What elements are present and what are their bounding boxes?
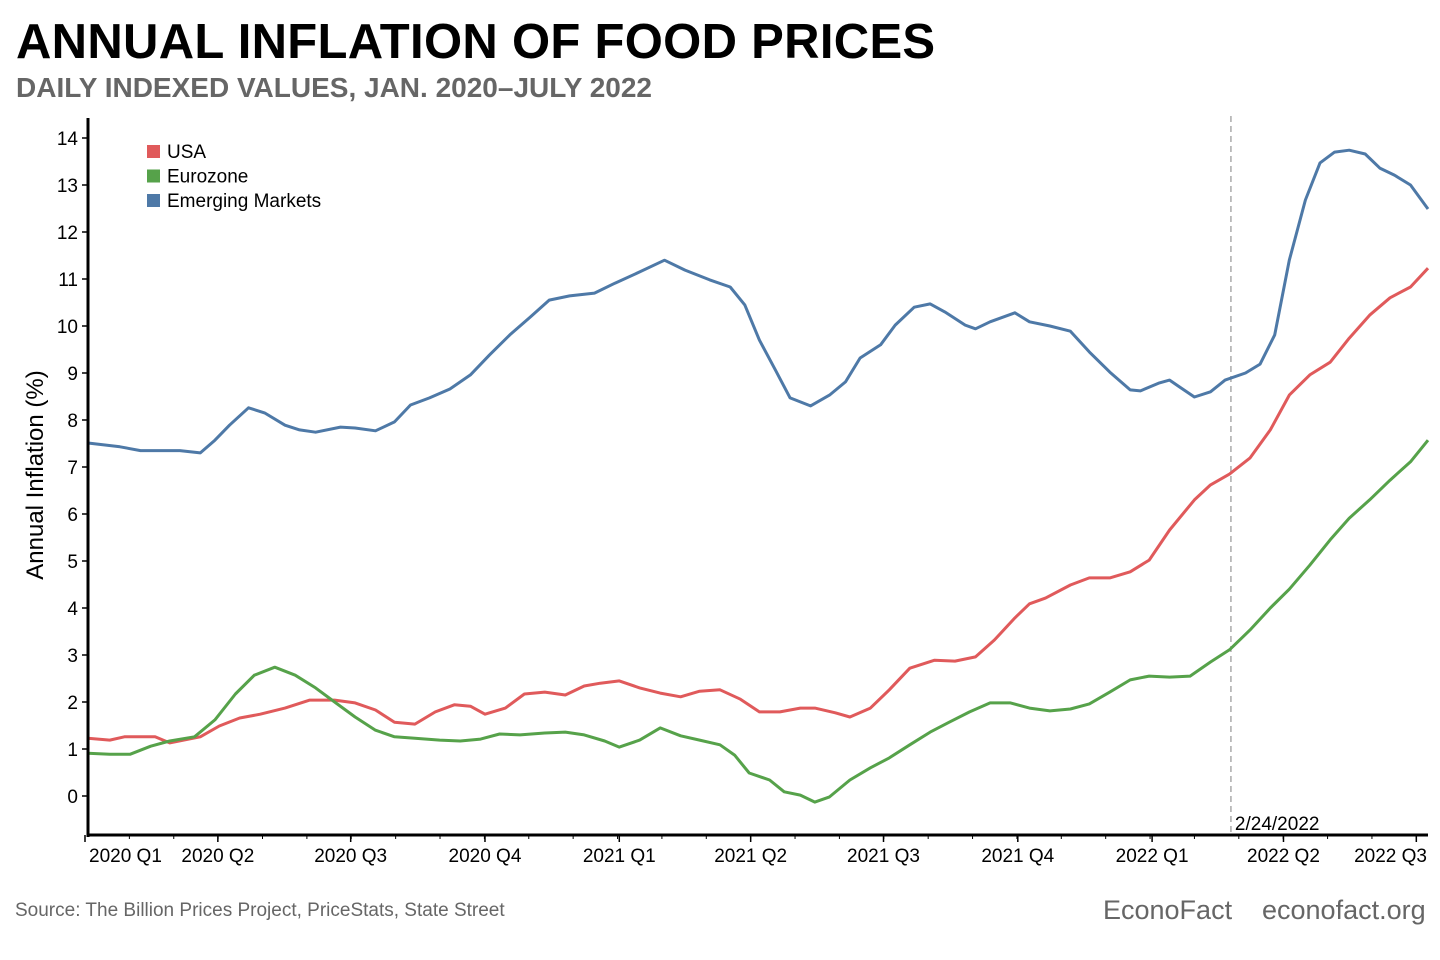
chart-subtitle: DAILY INDEXED VALUES, JAN. 2020–JULY 202… [16, 72, 653, 103]
y-tick-label: 5 [67, 552, 78, 573]
legend-swatch [147, 194, 160, 207]
x-tick-label: 2020 Q3 [314, 846, 387, 867]
series-line-usa [87, 267, 1430, 745]
y-tick-label: 6 [67, 505, 78, 526]
x-tick-label: 2021 Q1 [583, 846, 656, 867]
y-tick-label: 11 [58, 270, 78, 291]
y-tick-label: 14 [57, 129, 79, 150]
x-tick-label: 2020 Q4 [449, 846, 522, 867]
series-line-emerging-markets [87, 148, 1430, 455]
x-tick-label: 2021 Q4 [981, 846, 1054, 867]
legend-label: USA [167, 142, 206, 163]
y-tick-label: 0 [67, 787, 78, 808]
chart-title: ANNUAL INFLATION OF FOOD PRICES [16, 15, 936, 69]
y-tick-label: 9 [67, 364, 78, 385]
y-tick-label: 13 [57, 176, 78, 197]
y-tick-label: 1 [67, 740, 78, 761]
y-tick-label: 4 [67, 599, 78, 620]
series-line-eurozone [87, 439, 1430, 804]
y-tick-label: 7 [67, 458, 78, 479]
y-tick-label: 12 [57, 223, 78, 244]
legend-swatch [147, 145, 160, 158]
y-tick-label: 2 [67, 693, 78, 714]
y-axis-label: Annual Inflation (%) [22, 370, 49, 579]
legend-label: Eurozone [167, 167, 248, 188]
event-marker-label: 2/24/2022 [1235, 814, 1320, 835]
x-tick-label: 2020 Q2 [181, 846, 254, 867]
x-tick-label: 2021 Q2 [714, 846, 787, 867]
x-tick-label: 2022 Q1 [1116, 846, 1189, 867]
y-tick-label: 8 [67, 411, 78, 432]
y-tick-label: 10 [57, 317, 78, 338]
site-link[interactable]: econofact.org [1262, 895, 1426, 925]
x-tick-label: 2022 Q2 [1247, 846, 1320, 867]
brand-name: EconoFact [1103, 895, 1233, 925]
x-tick-label: 2020 Q1 [89, 846, 162, 867]
y-tick-label: 3 [67, 646, 78, 667]
x-tick-label: 2022 Q3 [1354, 846, 1427, 867]
legend-label: Emerging Markets [167, 191, 321, 212]
x-tick-label: 2021 Q3 [847, 846, 920, 867]
legend-swatch [147, 169, 160, 183]
source-note: Source: The Billion Prices Project, Pric… [15, 900, 505, 921]
